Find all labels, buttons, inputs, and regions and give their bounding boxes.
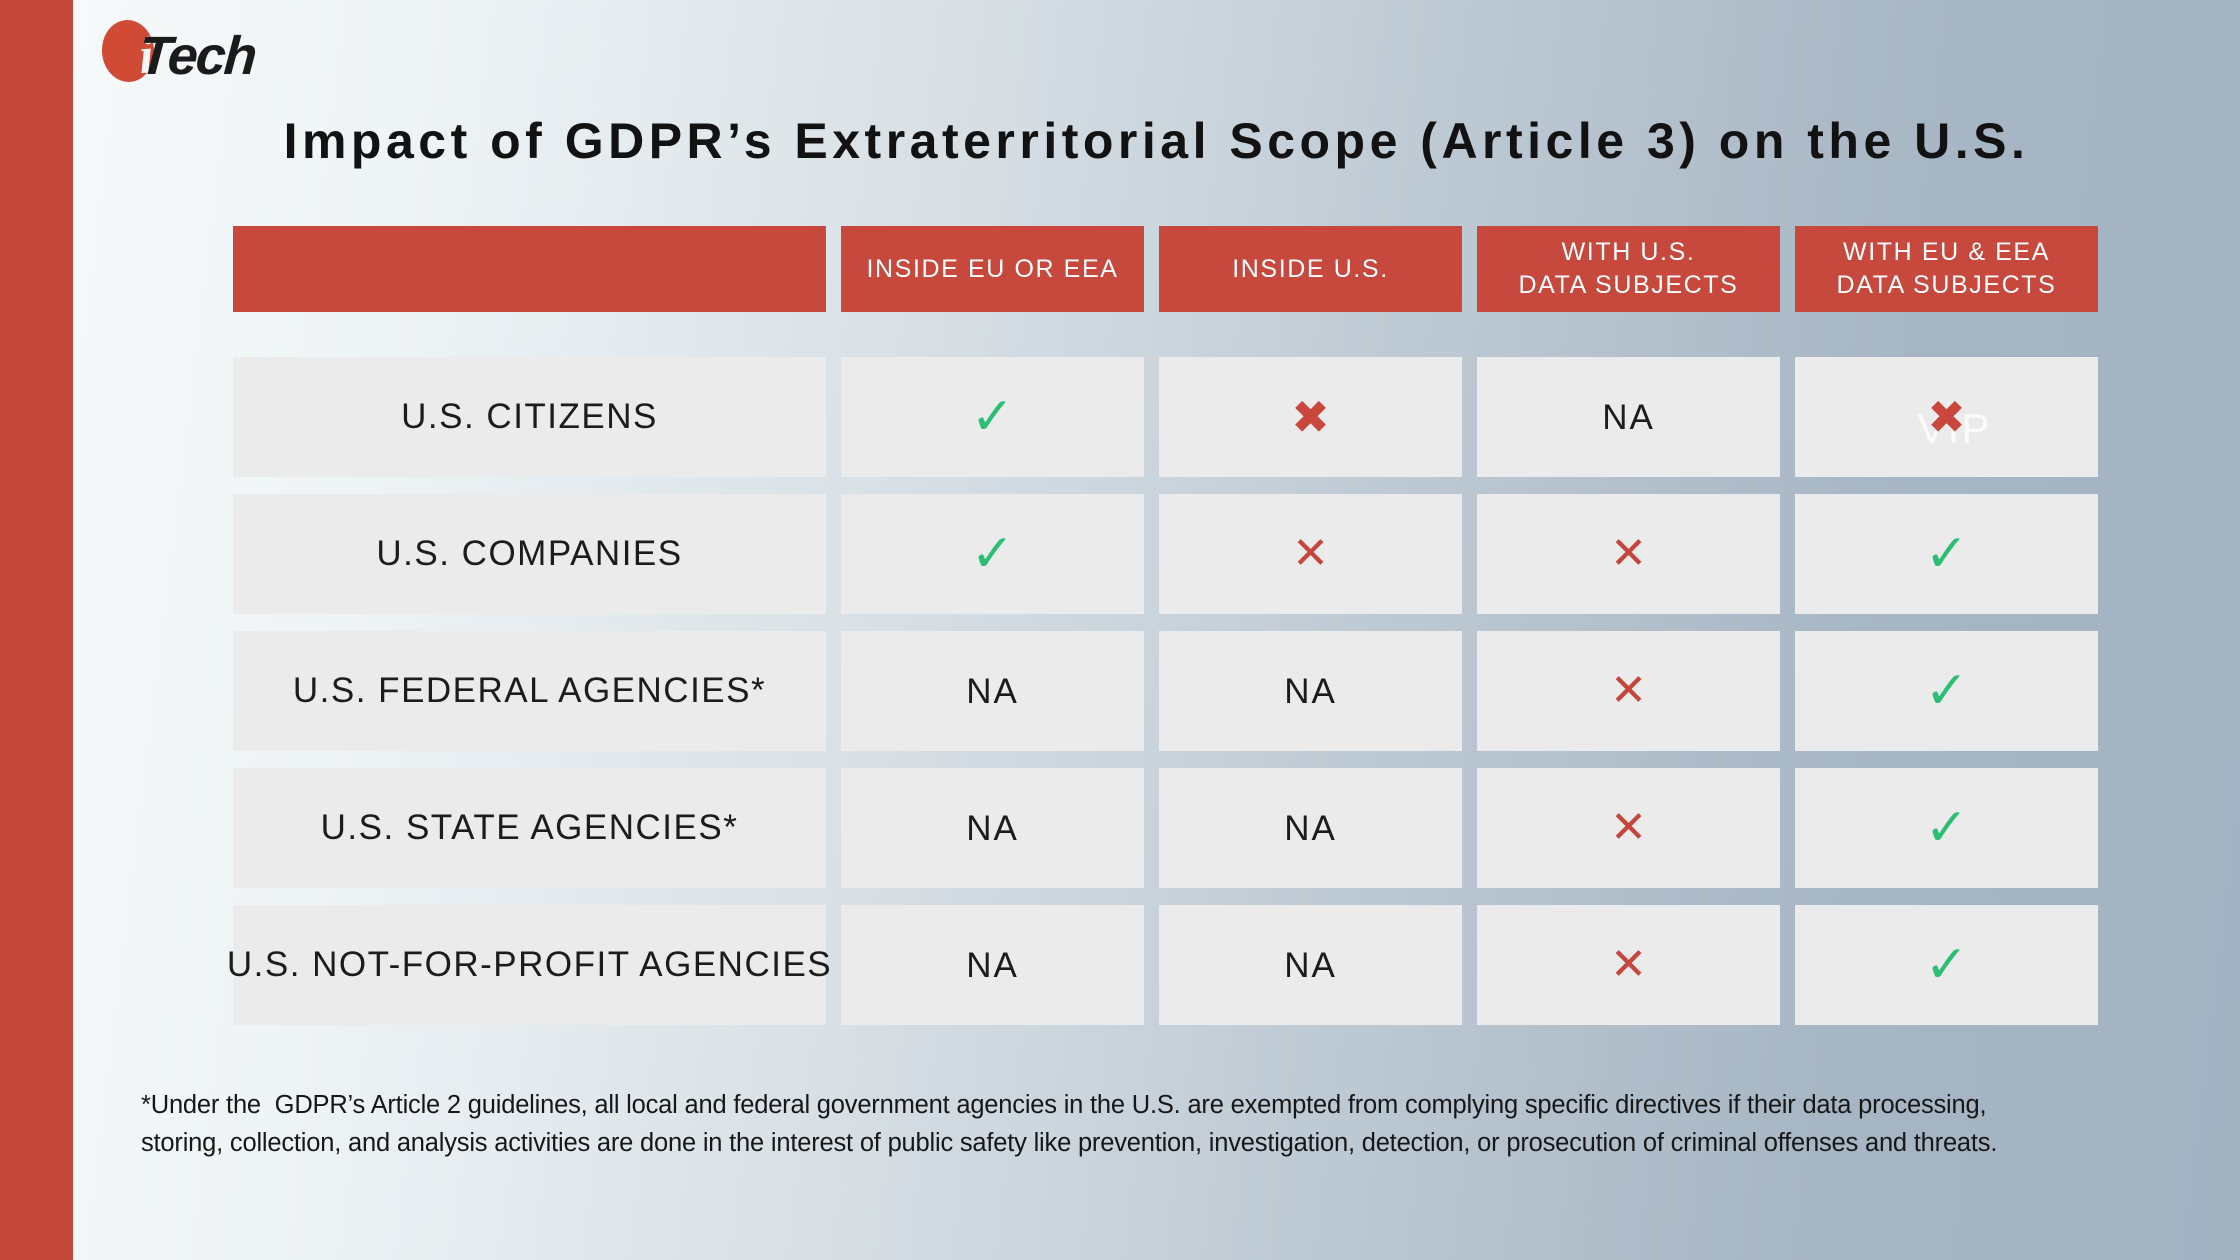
row-label-us-state-agencies: U.S. STATE AGENCIES* <box>233 768 826 888</box>
na-value: NA <box>1284 808 1337 848</box>
table-cell: ✖ <box>1159 357 1462 477</box>
check-icon: ✓ <box>1924 524 1969 584</box>
table-cell: ✓ <box>1795 494 2098 614</box>
footnote-line-1: *Under the GDPR’s Article 2 guidelines, … <box>141 1091 1987 1119</box>
na-value: NA <box>1284 945 1337 985</box>
vip-watermark: VIP <box>1917 405 1992 452</box>
table-cell: ✓ <box>841 494 1144 614</box>
header-cell-inside-us: INSIDE U.S. <box>1159 226 1462 312</box>
gdpr-impact-table: INSIDE EU OR EEA INSIDE U.S. WITH U.S. D… <box>227 226 2098 1025</box>
itech-logo-text: Tech <box>136 25 258 86</box>
check-icon: ✓ <box>970 387 1015 447</box>
check-icon: ✓ <box>1924 661 1969 721</box>
table-cell: NA <box>1159 631 1462 751</box>
check-icon: ✓ <box>1924 798 1969 858</box>
na-value: NA <box>966 671 1019 711</box>
table-cell: ✕ <box>1159 494 1462 614</box>
table-cell: NA <box>841 631 1144 751</box>
table-cell: NA <box>1477 357 1780 477</box>
row-label-us-not-for-profit-agencies: U.S. NOT-FOR-PROFIT AGENCIES <box>227 905 831 1025</box>
na-value: NA <box>966 945 1019 985</box>
table-cell: ✓ <box>1795 631 2098 751</box>
table-cell: ✕ <box>1477 905 1780 1025</box>
table-cell: NA <box>1159 768 1462 888</box>
check-icon: ✓ <box>970 524 1015 584</box>
table-cell: ✕ <box>1477 494 1780 614</box>
table-cell: NA <box>1159 905 1462 1025</box>
cross-icon: ✕ <box>1610 802 1647 853</box>
table-cell: ✕ <box>1477 768 1780 888</box>
table-header-row: INSIDE EU OR EEA INSIDE U.S. WITH U.S. D… <box>233 226 2098 312</box>
cross-icon: ✕ <box>1292 528 1329 579</box>
header-cell-with-eu-eea-data-subjects: WITH EU & EEA DATA SUBJECTS <box>1795 226 2098 312</box>
cross-icon: ✕ <box>1610 939 1647 990</box>
footnote: *Under the GDPR’s Article 2 guidelines, … <box>141 1086 1997 1162</box>
left-accent-bar <box>0 0 73 1260</box>
cross-icon: ✕ <box>1610 528 1647 579</box>
table-cell: VIP ✖ <box>1795 357 2098 477</box>
row-label-us-federal-agencies: U.S. FEDERAL AGENCIES* <box>233 631 826 751</box>
cross-icon: ✖ <box>1927 390 1966 444</box>
header-cell-with-us-data-subjects: WITH U.S. DATA SUBJECTS <box>1477 226 1780 312</box>
row-label-us-citizens: U.S. CITIZENS <box>233 357 826 477</box>
itech-logo: i Tech <box>99 12 258 86</box>
na-value: NA <box>1602 397 1655 437</box>
header-cell-empty <box>233 226 826 312</box>
check-icon: ✓ <box>1924 935 1969 995</box>
table-cell: ✓ <box>841 357 1144 477</box>
na-value: NA <box>966 808 1019 848</box>
table-body: U.S. CITIZENS ✓ ✖ NA VIP ✖ U.S. COMPANIES… <box>227 357 2098 1025</box>
cross-icon: ✖ <box>1291 390 1330 444</box>
cross-icon: ✕ <box>1610 665 1647 716</box>
table-cell: NA <box>841 768 1144 888</box>
footnote-line-2: storing, collection, and analysis activi… <box>141 1129 1998 1157</box>
table-cell: ✓ <box>1795 768 2098 888</box>
table-cell: NA <box>841 905 1144 1025</box>
na-value: NA <box>1284 671 1337 711</box>
table-cell: ✕ <box>1477 631 1780 751</box>
table-cell: ✓ <box>1795 905 2098 1025</box>
page-title: Impact of GDPR’s Extraterritorial Scope … <box>283 113 2030 169</box>
header-cell-inside-eu-or-eea: INSIDE EU OR EEA <box>841 226 1144 312</box>
row-label-us-companies: U.S. COMPANIES <box>233 494 826 614</box>
